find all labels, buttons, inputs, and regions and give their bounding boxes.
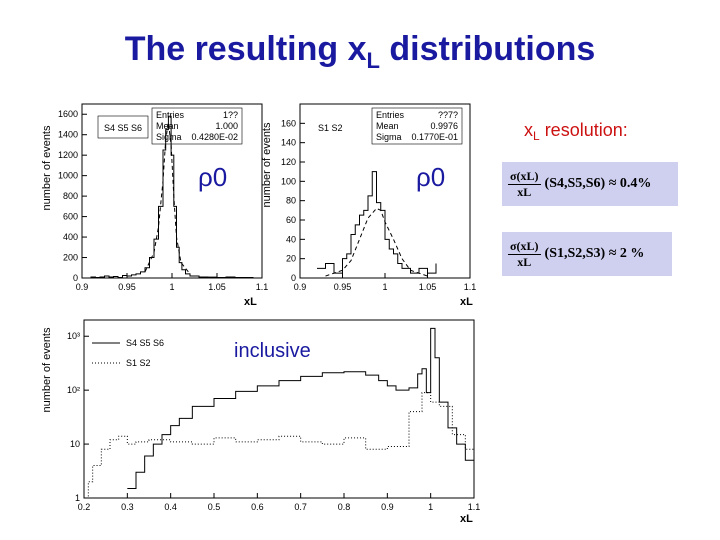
formula-fraction: σ(xL) xL [508,168,541,199]
legend-label: S4 S5 S6 [104,123,142,133]
stats-box [371,107,463,145]
stats-value: ??7? [438,110,458,120]
y-tick-label: 0 [291,273,296,283]
y-tick-label: 1600 [58,109,78,119]
chart-top-right: number of events xL S1 S2 Entries ??7? Mea… [261,103,476,308]
x-tick-label: 0.5 [208,502,221,512]
legend-label-dotted: S1 S2 [126,358,151,368]
x-tick-label: 0.95 [334,282,352,292]
formula-text: (S4,S5,S6) ≈ 0.4% [544,176,652,191]
y-tick-label: 0 [73,273,78,283]
y-tick-label: 10 [70,439,80,449]
y-tick-label: 600 [63,212,78,222]
x-tick-label: 0.9 [76,282,89,292]
stats-box-content: Entries 1?? Mean 1.000 Sigma 0.4280E-02 [156,110,238,142]
y-tick-label: 20 [286,254,296,264]
x-tick-label: 1 [428,502,433,512]
stats-box [151,107,243,145]
legend-box [97,115,149,139]
stats-value: 0.1770E-01 [411,132,458,142]
x-axis-label: xL [460,513,473,525]
resolution-label: xL resolution: [524,120,628,143]
stats-value: 0.9976 [430,121,458,131]
legend-label: S1 S2 [318,123,343,133]
x-tick-label: 0.4 [164,502,177,512]
y-tick-label: 140 [281,138,296,148]
resolution-formula-rho-s123: σ(xL) xL (S1,S2,S3) ≈ 2 % [502,232,672,276]
x-tick-label: 1.05 [419,282,437,292]
series-line [84,392,475,499]
stats-value: 1?? [223,110,238,120]
y-tick-label: 100 [281,176,296,186]
x-tick-label: 0.9 [294,282,307,292]
x-tick-label: 1.1 [256,282,269,292]
y-axis-label: number of events [41,125,53,210]
stats-value: 0.4280E-02 [191,132,238,142]
x-tick-label: 0.8 [338,502,351,512]
y-tick-label: 1200 [58,150,78,160]
stats-key: Sigma [376,132,402,142]
x-axis-label: xL [460,296,473,308]
series-line [127,327,475,490]
legend-label-solid: S4 S5 S6 [126,338,164,348]
rho-label-left: ρ0 [198,162,227,192]
y-tick-label: 1000 [58,171,78,181]
y-tick-label: 1 [75,493,80,503]
x-tick-label: 1.1 [468,502,481,512]
y-tick-label: 1400 [58,130,78,140]
y-tick-label: 120 [281,157,296,167]
series-group [84,327,475,499]
series-line [317,171,437,274]
stats-key: Entries [156,110,185,120]
y-tick-label: 10³ [67,331,80,341]
series-group [317,171,437,277]
series-group [82,115,262,279]
stats-box-content: Entries ??7? Mean 0.9976 Sigma 0.1770E-01 [376,110,458,142]
stats-key: Entries [376,110,405,120]
formula-fraction: σ(xL) xL [508,238,541,269]
x-tick-label: 0.9 [381,502,394,512]
series-line [144,122,191,275]
page-title: The resulting xL distributions [124,30,596,73]
y-tick-label: 160 [281,118,296,128]
y-axis-label: number of events [41,327,53,412]
x-tick-label: 1 [169,282,174,292]
y-tick-label: 40 [286,234,296,244]
rho-label-right: ρ0 [416,162,445,192]
x-axis-label: xL [244,296,257,308]
y-tick-label: 200 [63,253,78,263]
x-tick-label: 1.1 [464,282,477,292]
inclusive-label: inclusive [234,340,311,362]
series-line [325,207,428,277]
y-axis-label: number of events [261,122,273,207]
y-tick-label: 60 [286,215,296,225]
x-tick-label: 0.7 [294,502,307,512]
y-tick-label: 800 [63,191,78,201]
plot-frame [83,319,475,499]
chart-top-left: number of events xL S4 S5 S6 Entries 1?? M… [41,103,268,308]
series-line [82,115,262,279]
chart-bottom: number of events xL S4 S5 S6 S1 S2 0.2 0.… [41,319,480,525]
resolution-formula-rho-s456: σ(xL) xL (S4,S5,S6) ≈ 0.4% [502,162,678,206]
x-tick-label: 0.2 [78,502,91,512]
axis-ticks: 0.9 0.95 1 1.05 1.1 0 20 40 60 80 100 120 140 160 [281,118,476,292]
formula-text: (S1,S2,S3) ≈ 2 % [544,246,645,261]
stats-value: 1.000 [215,121,238,131]
x-tick-label: 1 [382,282,387,292]
x-tick-label: 0.3 [121,502,134,512]
stats-key: Mean [376,121,399,131]
stats-key: Sigma [156,132,182,142]
x-tick-label: 0.95 [118,282,136,292]
stats-key: Mean [156,121,179,131]
axis-ticks: 0.2 0.3 0.4 0.5 0.6 0.7 0.8 0.9 1 1.1 1 10 10² 10³ [67,331,480,512]
y-tick-label: 80 [286,196,296,206]
y-tick-label: 400 [63,232,78,242]
x-tick-label: 0.6 [251,502,264,512]
y-tick-label: 10² [67,385,80,395]
x-tick-label: 1.05 [208,282,226,292]
axis-ticks: 0.9 0.95 1 1.05 1.1 0 200 400 600 800 1000 1200 1400… [58,109,268,292]
